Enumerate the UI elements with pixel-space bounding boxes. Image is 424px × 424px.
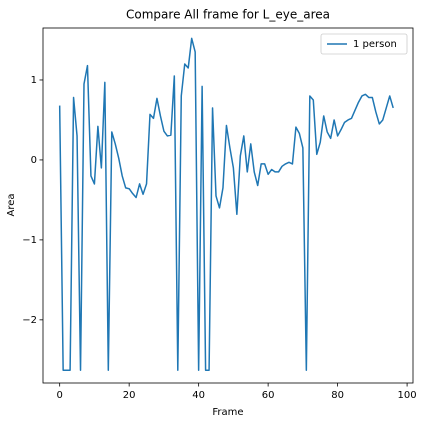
y-tick-label: 0 bbox=[31, 155, 37, 166]
x-tick-label: 20 bbox=[123, 390, 136, 401]
x-tick-label: 60 bbox=[262, 390, 275, 401]
x-axis-label: Frame bbox=[212, 407, 243, 418]
x-tick-label: 40 bbox=[192, 390, 205, 401]
chart-title: Compare All frame for L_eye_area bbox=[126, 8, 330, 22]
x-tick-label: 100 bbox=[398, 390, 417, 401]
x-tick-label: 80 bbox=[331, 390, 344, 401]
legend-label: 1 person bbox=[353, 39, 397, 50]
data-line bbox=[58, 37, 394, 371]
y-tick-label: 1 bbox=[31, 75, 37, 86]
y-tick-label: −1 bbox=[22, 235, 37, 246]
plot-frame bbox=[42, 27, 414, 384]
x-tick-label: 0 bbox=[56, 390, 62, 401]
y-axis-label: Area bbox=[6, 193, 17, 216]
legend-box bbox=[320, 33, 408, 55]
y-tick-label: −2 bbox=[22, 315, 37, 326]
